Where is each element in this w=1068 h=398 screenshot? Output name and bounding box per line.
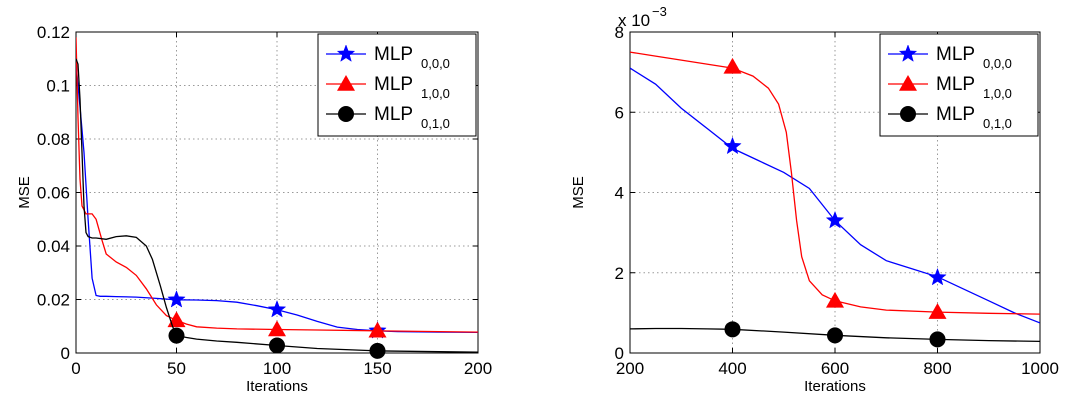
legend-label: MLP [374,44,413,65]
legend-label: MLP [936,74,975,95]
series-line [630,327,1040,343]
data-point [929,331,946,348]
x-axis-label: Iterations [246,378,308,395]
series-line [630,51,1040,315]
legend-entry: MLP 0,1,0 [326,104,450,131]
legend-label: MLP [936,44,975,65]
y-tick-label: 0.06 [37,184,70,203]
y-axis-label: MSE [16,176,33,209]
legend-entry: MLP 0,0,0 [326,44,450,71]
x-tick-label: 800 [923,359,951,378]
x-tick-label: 600 [821,359,849,378]
data-point [368,321,387,338]
y-tick-label: 2 [615,264,624,283]
data-point [928,303,947,319]
data-point [825,210,845,229]
x-tick-label: 100 [263,359,291,378]
y-axis-label: MSE [570,176,587,209]
x-axis-label: Iterations [804,378,866,395]
legend-subscript: 0,0,0 [421,56,450,71]
x-tick-label: 1000 [1021,359,1059,378]
legend-subscript: 1,0,0 [421,86,450,101]
series-1-0-0 [76,37,478,338]
y-tick-label: 0 [615,344,624,363]
series-0-1-0 [630,321,1040,348]
x-tick-label: 200 [616,359,644,378]
legend-label: MLP [374,74,413,95]
legend-subscript: 0,1,0 [421,116,450,131]
data-point [268,320,286,337]
series-0-0-0 [630,67,1040,324]
x-tick-label: 150 [363,359,391,378]
legend-marker [336,44,356,62]
legend: MLP 0,0,0 MLP 1,0,0 MLP 0,1,0 [879,33,1039,137]
legend-entry: MLP 0,1,0 [888,104,1012,131]
data-point [723,57,742,74]
x-tick-label: 50 [167,359,186,378]
y-tick-label: 0.12 [37,23,70,42]
legend-entry: MLP 1,0,0 [888,74,1012,101]
data-point [269,337,285,354]
series-line [76,58,478,353]
y-tick-label: 0.04 [37,237,70,256]
legend-subscript: 0,1,0 [983,116,1012,131]
series-1-0-0 [630,51,1040,319]
y-tick-label: 0.08 [37,130,70,149]
y-tick-label: 0 [61,344,70,363]
data-point [826,291,844,308]
data-point [168,327,185,344]
legend-marker [898,44,918,62]
legend-marker [337,75,355,91]
data-point [723,136,742,155]
data-point [369,342,386,359]
chart-1: 0 50 100 150 200 0 0.02 0.04 0.06 0.08 0.1 0.12 Iter… [16,23,492,395]
series-line [76,37,478,333]
y-tick-label: 0.02 [37,291,70,310]
chart-2: 200 400 600 800 1000 0 2 4 6 8x 10 −3 Iterations MSE… [570,4,1059,395]
y-tick-label: 6 [615,103,624,122]
y-exponent-label: x 10 [618,11,650,30]
data-point [267,299,287,318]
legend-subscript: 0,0,0 [983,56,1012,71]
legend-marker [899,75,917,91]
legend-subscript: 1,0,0 [983,86,1012,101]
legend-marker [900,106,916,122]
x-tick-label: 0 [71,359,80,378]
y-exponent-power: −3 [652,4,667,19]
series-line [76,64,478,334]
x-tick-label: 200 [464,359,492,378]
y-tick-label: 8 [615,23,624,42]
y-tick-label: 4 [615,184,624,203]
legend-marker [338,106,354,122]
data-point [928,267,947,286]
legend-entry: MLP 1,0,0 [326,74,450,101]
y-tick-label: 0.1 [46,77,70,96]
series-0-1-0 [76,58,478,359]
legend: MLP 0,0,0 MLP 1,0,0 MLP 0,1,0 [317,33,477,137]
x-tick-label: 400 [718,359,746,378]
data-point [167,290,186,308]
legend-label: MLP [374,104,413,125]
data-point [724,321,741,338]
legend-entry: MLP 0,0,0 [888,44,1012,71]
data-point [827,327,843,344]
legend-label: MLP [936,104,975,125]
